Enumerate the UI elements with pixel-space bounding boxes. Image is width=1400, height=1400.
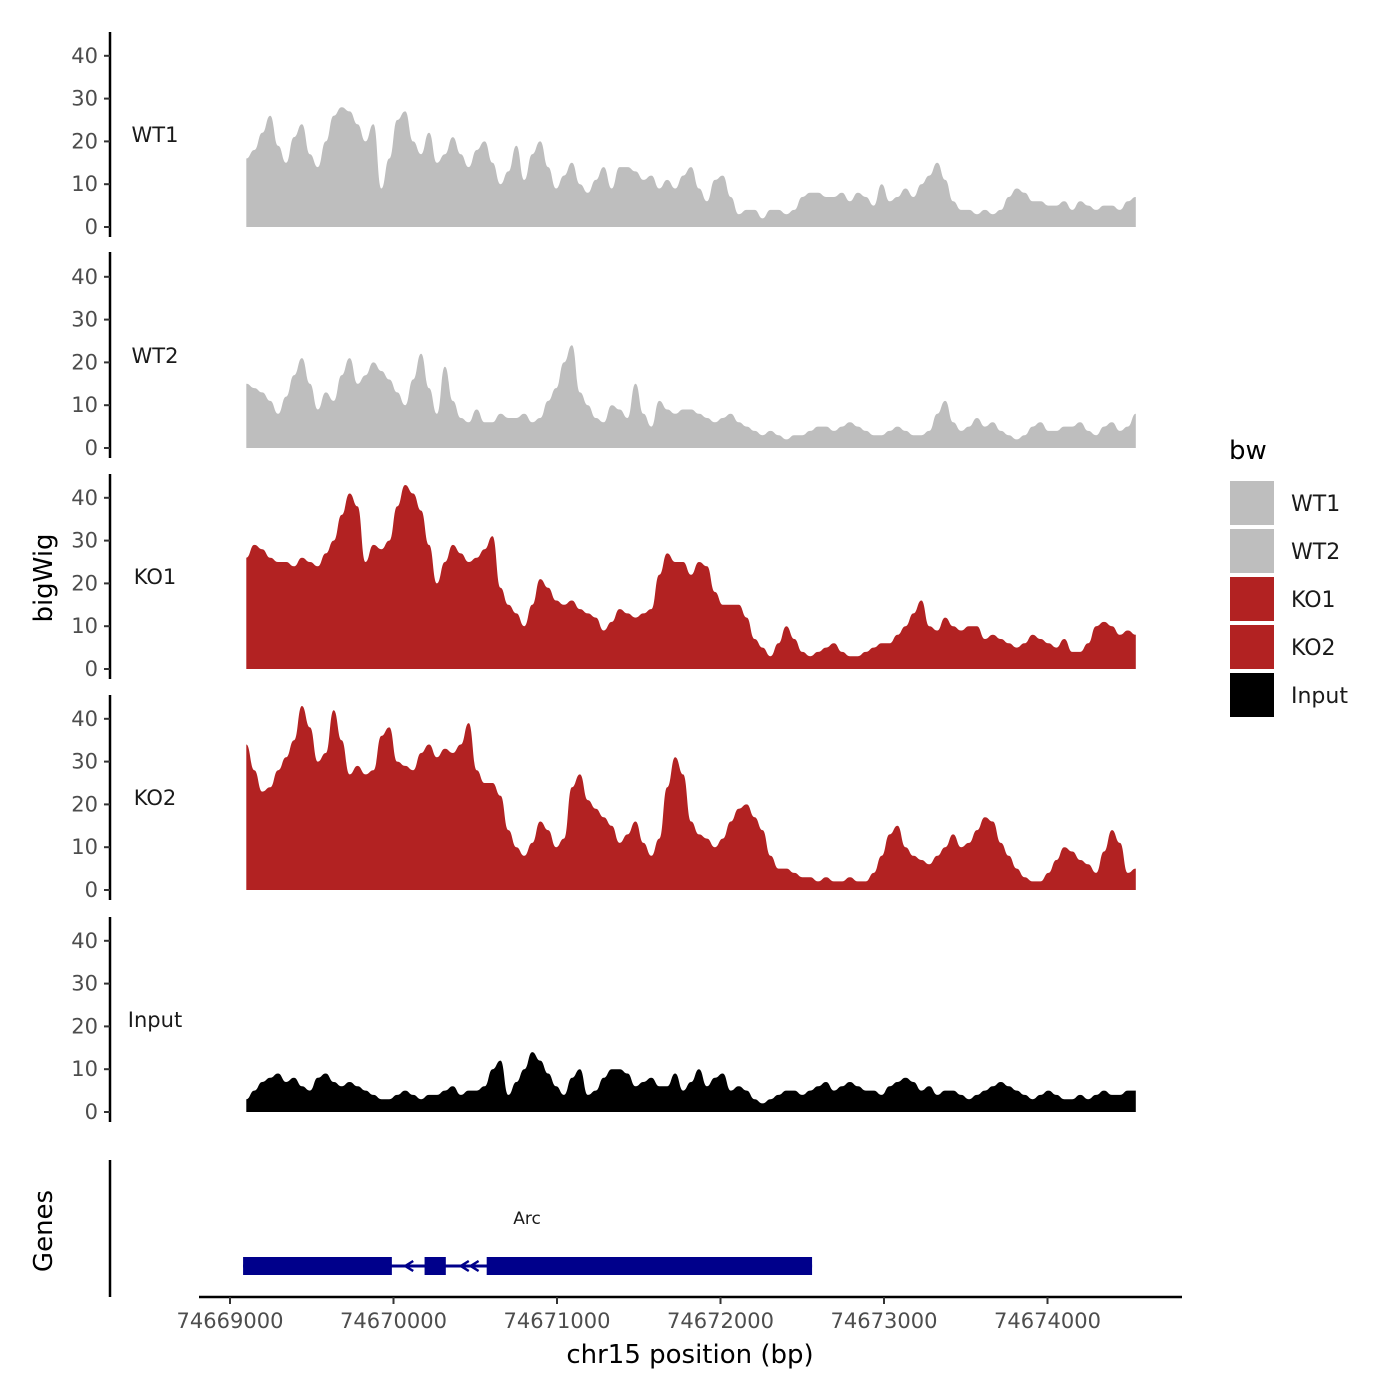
y-tick-label: 30 bbox=[71, 972, 98, 996]
x-tick-label: 74673000 bbox=[831, 1309, 938, 1333]
y-tick-label: 10 bbox=[71, 614, 98, 638]
gene-exon bbox=[424, 1257, 446, 1275]
y-tick-label: 20 bbox=[71, 792, 98, 816]
track-input: 0 10 20 30 40 Input bbox=[71, 917, 1136, 1124]
y-tick-label: 0 bbox=[85, 878, 98, 902]
y-tick-label: 10 bbox=[71, 1057, 98, 1081]
y-tick-label: 10 bbox=[71, 172, 98, 196]
y-tick-label: 40 bbox=[71, 929, 98, 953]
y-tick-label: 40 bbox=[71, 265, 98, 289]
y-tick-label: 40 bbox=[71, 486, 98, 510]
track-ko2: 0 10 20 30 40 KO2 bbox=[71, 695, 1136, 902]
legend-label-input: Input bbox=[1291, 684, 1348, 709]
x-tick-label: 74670000 bbox=[340, 1309, 447, 1333]
legend-swatch-ko2 bbox=[1228, 623, 1276, 671]
y-tick-label: 20 bbox=[71, 571, 98, 595]
x-tick-label: 74672000 bbox=[667, 1309, 774, 1333]
legend-label-ko1: KO1 bbox=[1291, 588, 1336, 613]
gene-exon bbox=[243, 1257, 392, 1275]
track-label: Input bbox=[128, 1008, 182, 1032]
legend-swatch-input bbox=[1228, 671, 1276, 719]
y-tick-label: 0 bbox=[85, 215, 98, 239]
legend-swatch-wt2 bbox=[1228, 527, 1276, 575]
y-tick-label: 30 bbox=[71, 308, 98, 332]
y-tick-label: 10 bbox=[71, 835, 98, 859]
y-tick-label: 40 bbox=[71, 44, 98, 68]
y-tick-label: 20 bbox=[71, 350, 98, 374]
y-tick-label: 10 bbox=[71, 393, 98, 417]
track-wt2: 0 10 20 30 40 WT2 bbox=[71, 252, 1136, 460]
legend-label-wt1: WT1 bbox=[1291, 492, 1340, 517]
y-tick-label: 0 bbox=[85, 657, 98, 681]
x-axis-title: chr15 position (bp) bbox=[566, 1340, 813, 1370]
y-tick-label: 0 bbox=[85, 1100, 98, 1124]
coverage-area-input bbox=[246, 1052, 1136, 1112]
gene-strand-arrow bbox=[468, 1259, 480, 1273]
tracks-group: 0 10 20 30 40 WT1 0 10 20 30 40 WT2 0 10 20 30 40 KO1 0 10 2… bbox=[71, 32, 1136, 1124]
track-wt1: 0 10 20 30 40 WT1 bbox=[71, 32, 1136, 239]
coverage-area-ko2 bbox=[246, 706, 1136, 890]
coverage-area-wt2 bbox=[246, 345, 1136, 448]
legend: bw WT1 WT2 KO1 KO2 Input bbox=[1228, 436, 1348, 719]
track-label: WT1 bbox=[132, 123, 179, 147]
gene-strand-arrow bbox=[402, 1259, 414, 1273]
y-tick-label: 30 bbox=[71, 529, 98, 553]
track-label: KO1 bbox=[134, 565, 177, 589]
x-tick-label: 74669000 bbox=[177, 1309, 284, 1333]
x-tick-label: 74671000 bbox=[504, 1309, 611, 1333]
y-axis-title: bigWig bbox=[29, 533, 59, 622]
gene-panel: Arc bbox=[108, 1160, 813, 1297]
legend-label-wt2: WT2 bbox=[1291, 540, 1340, 565]
track-label: KO2 bbox=[134, 786, 177, 810]
gene-name-label: Arc bbox=[513, 1209, 541, 1229]
y-tick-label: 0 bbox=[85, 436, 98, 460]
coverage-area-ko1 bbox=[246, 485, 1136, 669]
y-tick-label: 40 bbox=[71, 707, 98, 731]
coverage-area-wt1 bbox=[246, 107, 1136, 227]
y-tick-label: 30 bbox=[71, 750, 98, 774]
y-tick-label: 30 bbox=[71, 87, 98, 111]
legend-swatch-ko1 bbox=[1228, 575, 1276, 623]
x-tick-label: 74674000 bbox=[994, 1309, 1101, 1333]
legend-label-ko2: KO2 bbox=[1291, 636, 1336, 661]
x-axis: 74669000 74670000 74671000 74672000 74673000… bbox=[177, 1295, 1182, 1333]
gene-strand-arrow bbox=[458, 1259, 470, 1273]
y-tick-label: 20 bbox=[71, 129, 98, 153]
legend-title: bw bbox=[1229, 436, 1267, 466]
track-label: WT2 bbox=[132, 344, 179, 368]
track-ko1: 0 10 20 30 40 KO1 bbox=[71, 474, 1136, 681]
y-tick-label: 20 bbox=[71, 1014, 98, 1038]
gene-exon bbox=[486, 1257, 813, 1275]
genes-axis-title: Genes bbox=[29, 1190, 59, 1272]
legend-swatch-wt1 bbox=[1228, 479, 1276, 527]
